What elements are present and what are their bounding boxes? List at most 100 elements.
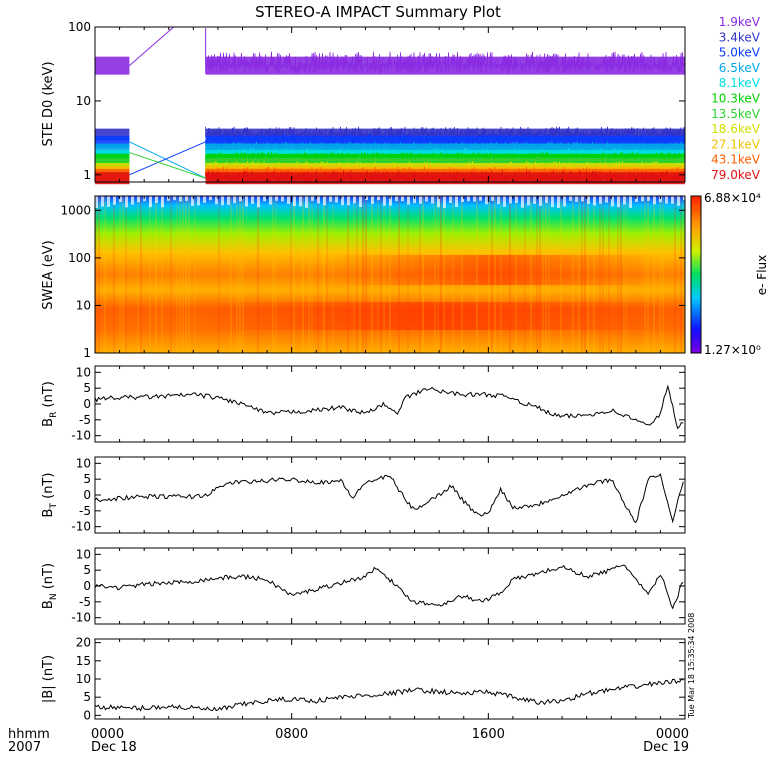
swea-stripe	[218, 196, 220, 353]
br-frame	[94, 365, 686, 443]
swea-stripe	[380, 196, 382, 353]
swea-stripe	[584, 196, 586, 353]
time-tick-label: 0800	[275, 727, 308, 742]
swea-top-notch	[323, 196, 326, 206]
swea-stripe	[365, 196, 367, 353]
swea-top-notch	[275, 196, 278, 201]
swea-stripe	[536, 196, 538, 353]
swea-stripe	[104, 196, 106, 353]
swea-top-notch	[665, 196, 668, 204]
swea-top-notch	[575, 196, 578, 202]
swea-stripe	[644, 196, 646, 353]
swea-top-notch	[617, 196, 620, 208]
swea-top-notch	[605, 196, 608, 203]
y-tick-label: -5	[79, 595, 91, 609]
ste-gap-line	[129, 26, 174, 67]
swea-stripe	[119, 196, 121, 353]
swea-top-notch	[287, 196, 290, 205]
ste-trace	[205, 170, 685, 184]
bmag-frame	[94, 638, 686, 720]
swea-top-notch	[419, 196, 422, 204]
swea-top-notch	[503, 196, 506, 207]
swea-stripe	[155, 196, 157, 353]
legend-entry: 18.6keV	[711, 122, 761, 136]
swea-stripe	[359, 196, 361, 353]
swea-stripe	[383, 196, 385, 353]
swea-top-notch	[671, 196, 674, 204]
swea-stripe	[257, 196, 259, 353]
y-tick-label: 10	[76, 456, 91, 470]
y-tick-label: 20	[76, 636, 91, 650]
swea-stripe	[371, 196, 373, 353]
swea-stripe	[185, 196, 187, 353]
swea-stripe	[530, 196, 532, 353]
swea-top-notch	[509, 196, 512, 204]
swea-stripe	[599, 196, 601, 353]
time-tick-date: Dec 19	[643, 740, 689, 755]
y-tick-label: -10	[71, 520, 91, 534]
swea-stripe	[542, 196, 544, 353]
bn-ylabel-sub: N	[49, 593, 59, 600]
swea-top-notch	[491, 196, 494, 201]
timestamp-stamp: Tue Mar 18 15:35:34 2008	[687, 613, 696, 719]
swea-top-notch	[401, 196, 404, 202]
legend-entry: 27.1keV	[711, 137, 761, 151]
bt-ylabel-unit: (nT)	[41, 473, 56, 503]
swea-top-notch	[221, 196, 224, 206]
br-ylabel-sub: R	[49, 412, 59, 418]
swea-top-notch	[239, 196, 242, 202]
swea-top-notch	[269, 196, 272, 205]
swea-top-notch	[149, 196, 152, 208]
swea-stripe	[539, 196, 541, 353]
swea-top-notch	[233, 196, 236, 204]
swea-stripe	[659, 196, 661, 353]
legend-entry: 3.4keV	[719, 30, 761, 44]
swea-stripe	[242, 196, 244, 353]
swea-top-notch	[599, 196, 602, 204]
y-tick-label: -5	[79, 504, 91, 518]
y-tick-label: 0	[83, 708, 91, 722]
swea-stripe	[443, 196, 445, 353]
swea-top-notch	[341, 196, 344, 206]
swea-stripe	[461, 196, 463, 353]
ste-gap-line	[129, 152, 206, 179]
year-label: 2007	[8, 740, 41, 755]
swea-top-notch	[227, 196, 230, 205]
swea-stripe	[452, 196, 454, 353]
bmag-ticks: 0 5 10 15 20	[76, 636, 686, 722]
swea-stripe	[323, 196, 325, 353]
swea-stripe	[680, 196, 682, 353]
swea-top-notch	[485, 196, 488, 205]
swea-ticks: 1 10 100 1000	[60, 196, 686, 360]
swea-top-notch	[569, 196, 572, 201]
swea-stripe	[623, 196, 625, 353]
swea-top-notch	[623, 196, 626, 205]
bt-ylabel-main: B	[41, 509, 56, 518]
y-tick-label: 15	[76, 654, 91, 668]
swea-stripe	[653, 196, 655, 353]
swea-top-notch	[449, 196, 452, 204]
swea-top-notch	[281, 196, 284, 202]
legend-entry: 8.1keV	[719, 76, 761, 90]
swea-stripe	[617, 196, 619, 353]
br-ticks: -10 -5 0 5 10	[71, 365, 686, 443]
ste-data	[95, 26, 685, 185]
swea-top-notch	[245, 196, 248, 207]
swea-top-notch	[407, 196, 410, 205]
swea-top-notch	[209, 196, 212, 201]
swea-stripe	[140, 196, 142, 353]
swea-stripe	[488, 196, 490, 353]
bn-trace	[94, 564, 684, 610]
swea-top-notch	[173, 196, 176, 201]
swea-top-notch	[443, 196, 446, 208]
ste-gap-line	[129, 141, 206, 176]
swea-hot-band-mid	[330, 255, 660, 285]
swea-ylabel: SWEA (eV)	[41, 240, 56, 309]
swea-top-notch	[479, 196, 482, 201]
y-tick-label: 5	[83, 563, 91, 577]
y-tick-label: 0	[83, 579, 91, 593]
swea-top-notch	[557, 196, 560, 208]
br-ylabel-unit: (nT)	[41, 381, 56, 411]
